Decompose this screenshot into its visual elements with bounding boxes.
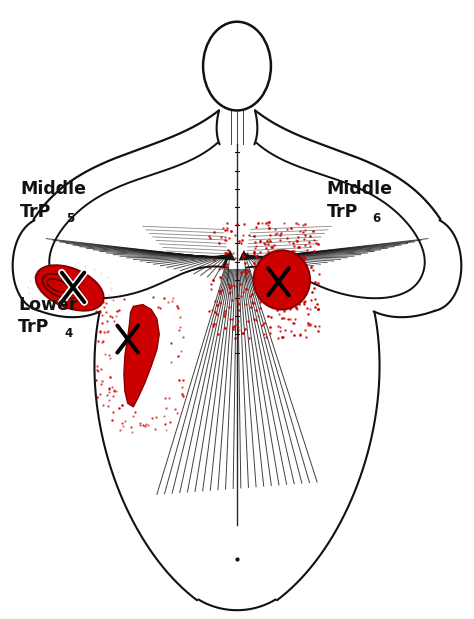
Text: 5: 5 (66, 212, 75, 225)
Text: TrP: TrP (20, 203, 52, 221)
Ellipse shape (36, 266, 104, 311)
Ellipse shape (254, 250, 310, 310)
Polygon shape (124, 305, 159, 407)
Text: Middle: Middle (20, 180, 86, 198)
Text: 4: 4 (64, 327, 73, 340)
Text: 7: 7 (219, 256, 228, 270)
Text: TrP: TrP (18, 318, 49, 336)
Text: 6: 6 (373, 212, 381, 225)
Text: Lower: Lower (18, 295, 77, 314)
Text: TrP: TrP (327, 203, 358, 221)
Text: Middle: Middle (327, 180, 392, 198)
